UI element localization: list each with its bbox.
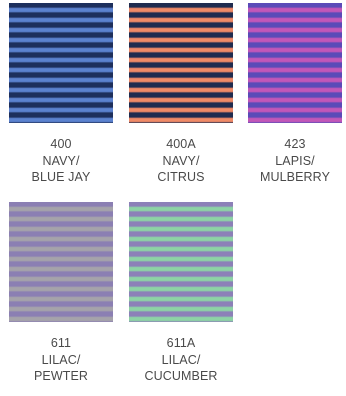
swatch-code: 423 — [284, 137, 306, 151]
swatch-caption: 423 LAPIS/ MULBERRY — [248, 136, 342, 186]
stripe-swatch — [9, 202, 113, 322]
swatch-name-line1: LILAC/ — [161, 352, 201, 367]
stripe-swatch — [9, 3, 113, 123]
swatch-code: 611A — [166, 336, 196, 350]
swatch-code: 400A — [166, 137, 196, 151]
stripe-pattern — [9, 202, 113, 322]
swatch-name-line2: CUCUMBER — [144, 369, 218, 383]
swatch-name-line1: NAVY/ — [162, 153, 200, 168]
swatch-name-line2: BLUE JAY — [31, 170, 91, 184]
swatch-card-400a[interactable]: 400A NAVY/ CITRUS — [129, 3, 233, 186]
swatch-name-line1: NAVY/ — [42, 153, 80, 168]
swatch-code: 611 — [50, 336, 72, 350]
stripe-pattern — [248, 3, 342, 123]
swatch-name-line1: LILAC/ — [41, 352, 81, 367]
swatch-card-611[interactable]: 611 LILAC/ PEWTER — [9, 202, 113, 385]
swatch-caption: 400 NAVY/ BLUE JAY — [9, 136, 113, 186]
swatch-name-line2: CITRUS — [157, 170, 205, 184]
stripe-swatch — [248, 3, 342, 123]
stripe-pattern — [129, 202, 233, 322]
swatch-card-611a[interactable]: 611A LILAC/ CUCUMBER — [129, 202, 233, 385]
swatch-name-line2: PEWTER — [33, 369, 89, 383]
swatch-card-423[interactable]: 423 LAPIS/ MULBERRY — [248, 3, 342, 186]
swatch-code: 400 — [50, 137, 72, 151]
swatch-caption: 611A LILAC/ CUCUMBER — [129, 335, 233, 385]
swatch-card-400[interactable]: 400 NAVY/ BLUE JAY — [9, 3, 113, 186]
stripe-swatch — [129, 3, 233, 123]
stripe-pattern — [129, 3, 233, 123]
swatch-name-line2: MULBERRY — [259, 170, 331, 184]
swatch-name-line1: LAPIS/ — [275, 153, 315, 168]
stripe-swatch — [129, 202, 233, 322]
stripe-pattern — [9, 3, 113, 123]
swatch-caption: 611 LILAC/ PEWTER — [9, 335, 113, 385]
swatch-caption: 400A NAVY/ CITRUS — [129, 136, 233, 186]
